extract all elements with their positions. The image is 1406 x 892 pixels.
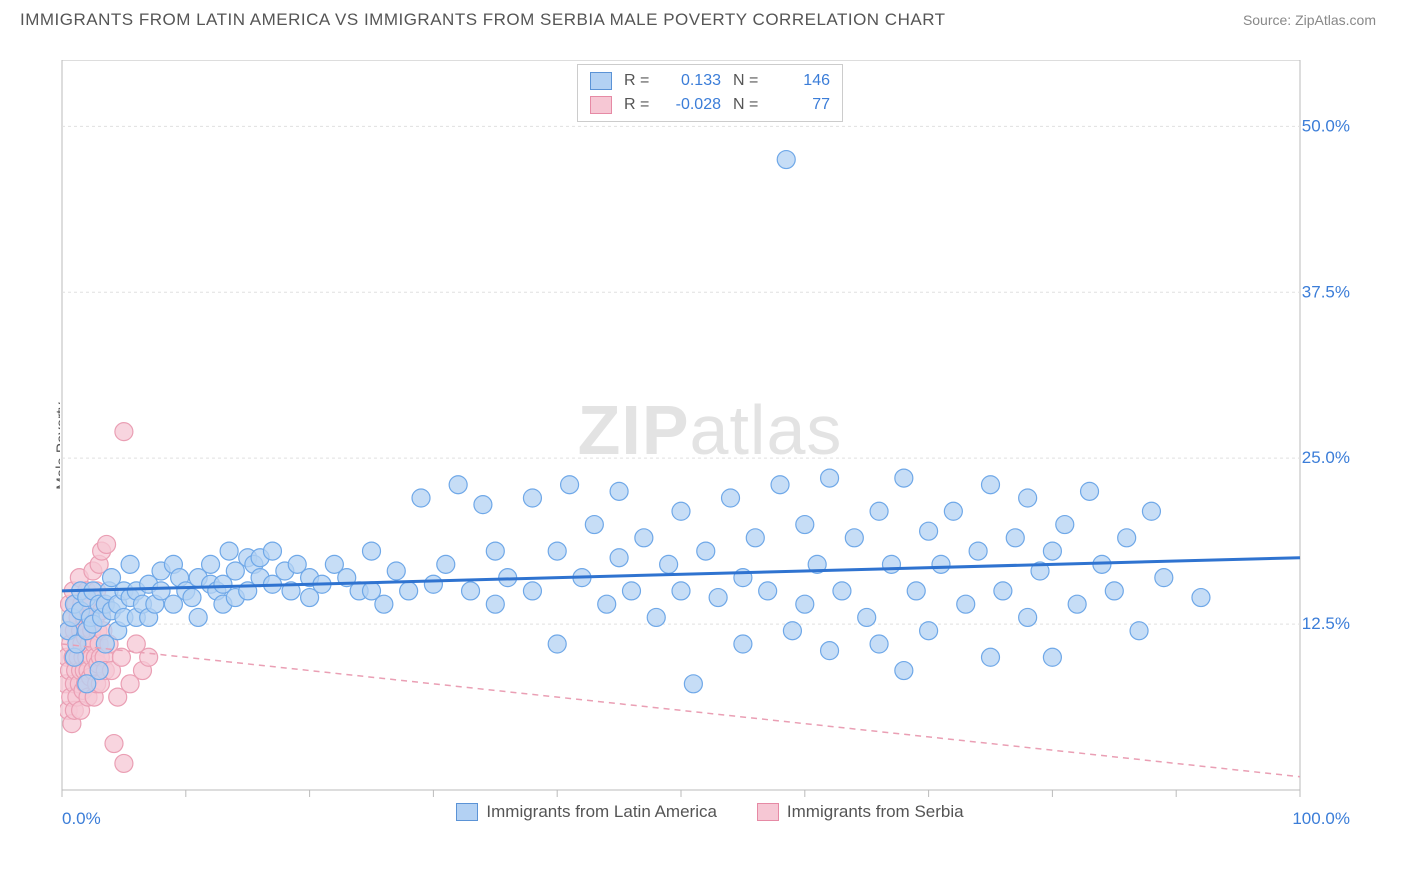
legend-label: Immigrants from Latin America (486, 802, 717, 822)
chart-title: IMMIGRANTS FROM LATIN AMERICA VS IMMIGRA… (20, 10, 946, 30)
correlation-legend: R = 0.133 N = 146 R = -0.028 N = 77 (577, 64, 843, 122)
series-legend: Immigrants from Latin America Immigrants… (60, 802, 1360, 822)
r-value-serbia: -0.028 (666, 96, 721, 114)
legend-item-serbia: Immigrants from Serbia (757, 802, 964, 822)
svg-text:37.5%: 37.5% (1302, 282, 1350, 301)
r-label: R = (624, 96, 654, 114)
n-value-serbia: 77 (775, 96, 830, 114)
chart-plot-area: ZIPatlas R = 0.133 N = 146 R = -0.028 N … (60, 60, 1360, 830)
scatter-plot-svg: 12.5%25.0%37.5%50.0%0.0%100.0% (60, 60, 1360, 830)
n-value-latin-america: 146 (775, 72, 830, 90)
n-label: N = (733, 72, 763, 90)
r-label: R = (624, 72, 654, 90)
svg-text:12.5%: 12.5% (1302, 614, 1350, 633)
n-label: N = (733, 96, 763, 114)
swatch-serbia (757, 803, 779, 821)
swatch-serbia (590, 96, 612, 114)
swatch-latin-america (456, 803, 478, 821)
source-attribution: Source: ZipAtlas.com (1243, 12, 1376, 28)
legend-row-serbia: R = -0.028 N = 77 (590, 93, 830, 117)
legend-item-latin-america: Immigrants from Latin America (456, 802, 717, 822)
swatch-latin-america (590, 72, 612, 90)
legend-row-latin-america: R = 0.133 N = 146 (590, 69, 830, 93)
r-value-latin-america: 0.133 (666, 72, 721, 90)
legend-label: Immigrants from Serbia (787, 802, 964, 822)
svg-text:25.0%: 25.0% (1302, 448, 1350, 467)
svg-text:50.0%: 50.0% (1302, 116, 1350, 135)
